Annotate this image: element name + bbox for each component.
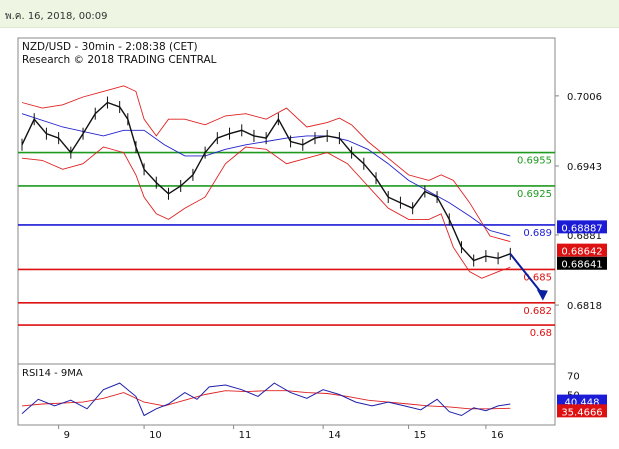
x-tick-label-0: 9 [64,430,70,441]
rsi-panel-frame [17,363,556,426]
price-tag-0-label: 0.68887 [561,223,602,234]
x-tick-label-3: 14 [328,430,341,441]
rsi-tick-label-0: 70 [567,371,580,382]
x-tick-label-1: 10 [149,430,162,441]
level-label-3: 0.685 [523,272,552,283]
price-line [21,101,511,262]
levels-layer: 0.6955 0.6925 0.689 0.685 0.682 0.68 [18,151,555,339]
rsi-tag-1-box [557,404,607,418]
y-tick-label-3: 0.6818 [567,301,602,312]
level-label-2: 0.689 [523,228,552,239]
rsi-ma-line [21,390,511,410]
bollinger-upper-line [21,85,511,243]
moving-average-line [21,113,511,237]
rsi-tag-0-label: 40.448 [565,398,600,409]
price-panel-frame [17,37,556,365]
price-tag-1-label: 0.68642 [561,247,602,258]
price-layer [21,96,548,301]
price-tag-2-box [557,256,607,270]
level-label-1: 0.6925 [517,189,552,200]
bands-layer [21,85,511,279]
y-tick-label-0: 0.7006 [567,92,602,103]
chart-subtitle: Research © 2018 TRADING CENTRAL [22,54,217,66]
rsi-tag-1-label: 35.4666 [561,407,602,418]
date-bar: พ.ค. 16, 2018, 00:09 [0,0,619,28]
level-label-4: 0.682 [523,306,552,317]
price-tag-2-label: 0.68641 [561,260,602,271]
level-label-0: 0.6955 [517,156,552,167]
price-tag-0-box [557,220,607,234]
rsi-layer [21,382,511,417]
y-tick-label-1: 0.6943 [567,162,602,173]
projection-arrow-line [509,253,544,296]
rsi-label: RSI14 - 9MA [22,368,83,379]
price-tag-1-box [557,243,607,257]
bollinger-lower-line [21,146,511,279]
x-tick-label-4: 15 [414,430,427,441]
x-tick-label-5: 16 [491,430,504,441]
y-tick-label-2: 0.6881 [567,231,602,242]
rsi-line [21,382,511,417]
date-label: พ.ค. 16, 2018, 00:09 [5,11,108,22]
projection-arrow-head [536,289,548,301]
level-label-5: 0.68 [530,328,552,339]
chart-title: NZD/USD - 30min - 2:08:38 (CET) [22,41,198,53]
x-tick-label-2: 11 [239,430,252,441]
